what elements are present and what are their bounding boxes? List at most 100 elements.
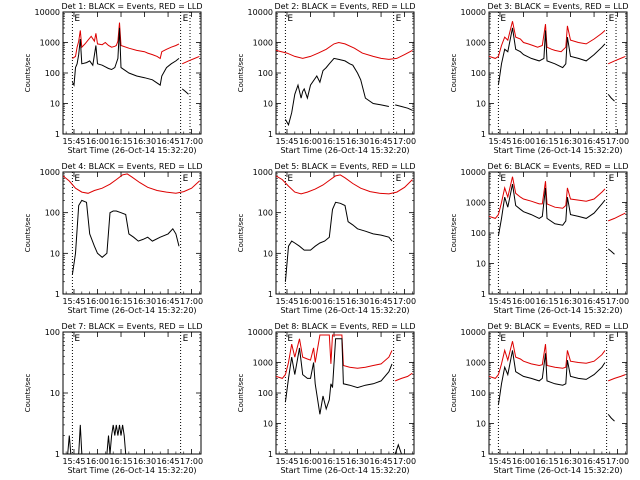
- event-marker-label: E: [287, 334, 293, 344]
- event-marker-label: E: [287, 174, 293, 184]
- y-tick-label: 100: [45, 328, 60, 337]
- event-marker-label: E: [74, 14, 80, 24]
- y-axis-label: Counts/sec: [237, 374, 245, 413]
- x-tick-label: 15:45: [62, 137, 85, 146]
- y-tick-label: 1000: [253, 168, 273, 177]
- x-axis-label: Start Time (26-Oct-14 15:32:20): [493, 466, 622, 475]
- chart-title: Det 6: BLACK = Events, RED = LLD: [488, 162, 629, 171]
- series-layer: [276, 334, 413, 454]
- event-marker-label: E: [183, 334, 189, 344]
- x-tick-label: 16:15: [109, 137, 132, 146]
- x-tick-label: 15:45: [275, 297, 298, 306]
- y-tick-label: 10000: [248, 8, 273, 17]
- y-tick-label: 10000: [461, 328, 486, 337]
- chart-title: Det 1: BLACK = Events, RED = LLD: [62, 2, 203, 11]
- y-tick-label: 10000: [461, 8, 486, 17]
- y-tick-label: 10000: [461, 168, 486, 177]
- event-marker-label: E: [609, 174, 615, 184]
- chart-panel-4: Det 4: BLACK = Events, RED = LLD 1 10 100 10…: [24, 162, 203, 315]
- y-tick-label: 10: [263, 100, 273, 109]
- x-tick-label: 16:00: [86, 457, 109, 466]
- series-line-events: [607, 413, 615, 422]
- x-tick-label: 16:15: [322, 297, 345, 306]
- event-marker-label: E: [609, 334, 615, 344]
- y-tick-label: 10000: [35, 8, 60, 17]
- y-tick-label: 1: [268, 290, 273, 299]
- y-axis-label: Counts/sec: [237, 214, 245, 253]
- y-tick-label: 10: [476, 420, 486, 429]
- y-tick-label: 1000: [253, 39, 273, 48]
- chart-panel-6: Det 6: BLACK = Events, RED = LLD 1 10 100 10…: [450, 162, 629, 315]
- series-line-events: [497, 27, 606, 86]
- y-tick-label: 100: [471, 389, 486, 398]
- event-marker-label: E: [500, 174, 506, 184]
- series-line-events: [607, 248, 615, 255]
- series-line-lld: [181, 55, 200, 65]
- series-layer: [67, 424, 127, 454]
- x-axis-label: Start Time (26-Oct-14 15:32:20): [280, 306, 409, 315]
- y-tick-label: 100: [471, 69, 486, 78]
- y-axis-label: Counts/sec: [24, 54, 32, 93]
- y-axis-label: Counts/sec: [237, 54, 245, 93]
- y-tick-label: 1: [481, 290, 486, 299]
- x-tick-label: 16:45: [370, 137, 393, 146]
- x-tick-label: 16:00: [299, 297, 322, 306]
- x-tick-label: 16:45: [583, 137, 606, 146]
- series-line-events: [71, 27, 180, 87]
- x-axis-label: Start Time (26-Oct-14 15:32:20): [493, 306, 622, 315]
- x-tick-label: 17:00: [180, 297, 203, 306]
- series-line-lld: [63, 173, 200, 194]
- x-tick-label: 16:30: [559, 137, 582, 146]
- y-tick-label: 10: [50, 389, 60, 398]
- x-tick-label: 17:00: [393, 297, 416, 306]
- x-tick-label: 17:00: [606, 297, 629, 306]
- event-marker-label: E: [396, 334, 402, 344]
- series-line-lld: [489, 176, 606, 219]
- event-marker-label: E: [500, 334, 506, 344]
- series-line-events: [607, 93, 615, 102]
- chart-panel-7: Det 7: BLACK = Events, RED = LLD 1 10 100 15…: [24, 322, 203, 475]
- y-axis-label: Counts/sec: [24, 374, 32, 413]
- x-tick-label: 16:30: [559, 297, 582, 306]
- series-line-events: [497, 184, 606, 237]
- x-tick-label: 16:15: [535, 297, 558, 306]
- chart-panel-5: Det 5: BLACK = Events, RED = LLD 1 10 100 10…: [237, 162, 416, 315]
- y-tick-label: 10: [476, 100, 486, 109]
- series-line-events: [284, 57, 390, 127]
- x-tick-label: 17:00: [180, 137, 203, 146]
- event-marker-label: E: [74, 174, 80, 184]
- x-tick-label: 16:45: [583, 457, 606, 466]
- x-tick-label: 16:30: [133, 457, 156, 466]
- x-tick-label: 16:30: [133, 137, 156, 146]
- y-tick-label: 100: [258, 209, 273, 218]
- x-tick-label: 16:00: [86, 297, 109, 306]
- x-tick-label: 15:45: [488, 297, 511, 306]
- x-tick-label: 16:45: [370, 457, 393, 466]
- chart-panel-1: Det 1: BLACK = Events, RED = LLD 1 10 100 10…: [24, 2, 203, 155]
- series-line-events: [67, 435, 72, 454]
- series-line-lld: [276, 334, 393, 379]
- x-axis-label: Start Time (26-Oct-14 15:32:20): [280, 466, 409, 475]
- x-tick-label: 15:45: [62, 457, 85, 466]
- y-tick-label: 10: [263, 420, 273, 429]
- chart-title: Det 3: BLACK = Events, RED = LLD: [488, 2, 629, 11]
- y-tick-label: 1: [55, 290, 60, 299]
- x-tick-label: 16:45: [157, 457, 180, 466]
- x-tick-label: 15:45: [275, 457, 298, 466]
- y-tick-label: 100: [258, 69, 273, 78]
- y-tick-label: 100: [45, 69, 60, 78]
- series-line-lld: [608, 374, 626, 382]
- y-tick-label: 1: [481, 450, 486, 459]
- y-tick-label: 1: [55, 130, 60, 139]
- x-tick-label: 16:00: [299, 137, 322, 146]
- x-tick-label: 16:15: [535, 457, 558, 466]
- x-tick-label: 15:45: [488, 137, 511, 146]
- series-layer: [63, 173, 200, 275]
- y-tick-label: 1000: [253, 359, 273, 368]
- x-tick-label: 16:00: [86, 137, 109, 146]
- chart-title: Det 8: BLACK = Events, RED = LLD: [275, 322, 416, 331]
- x-tick-label: 16:30: [133, 297, 156, 306]
- chart-title: Det 4: BLACK = Events, RED = LLD: [62, 162, 203, 171]
- event-marker-label: E: [396, 174, 402, 184]
- series-layer: [489, 341, 626, 422]
